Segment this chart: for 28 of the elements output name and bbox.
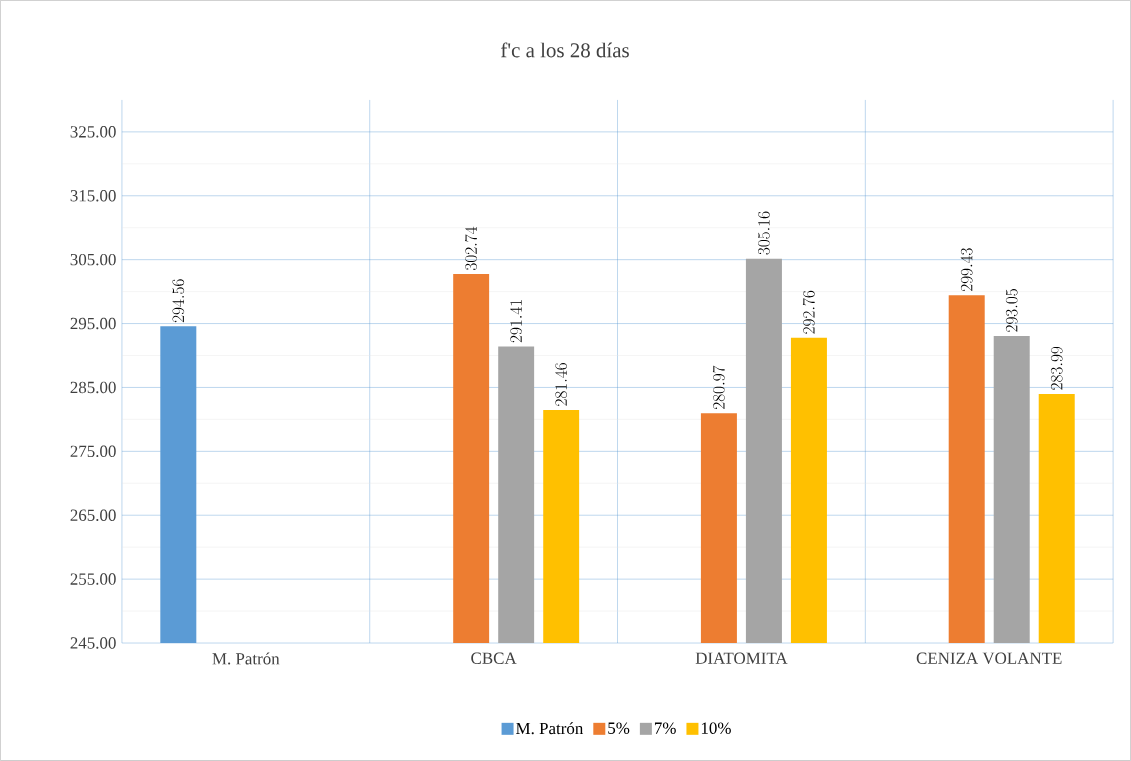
y-tick-label: 315.00: [70, 190, 116, 202]
y-tick-label: 295.00: [70, 317, 116, 330]
y-tick-label: 265.00: [70, 509, 116, 522]
x-tick-label: CENIZA VOLANTE: [916, 652, 1062, 665]
y-tick-label: 285.00: [70, 381, 116, 394]
x-tick-label: M. Patrón: [212, 652, 280, 665]
x-tick-label: CBCA: [471, 652, 517, 664]
chart-title: f'c a los 28 días: [501, 42, 629, 58]
y-tick-label: 245.00: [70, 637, 116, 649]
legend-label: 5%: [608, 722, 630, 734]
legend-label: M. Patrón: [516, 722, 584, 735]
data-label: 292.76: [802, 290, 815, 334]
y-tick-label: 305.00: [70, 253, 116, 266]
data-label: 283.99: [1050, 346, 1063, 390]
data-label: 299.43: [960, 248, 973, 292]
data-label: 302.74: [465, 226, 477, 271]
data-label: 293.05: [1005, 289, 1018, 332]
legend-label: 7%: [654, 722, 676, 734]
data-label: 305. 16: [758, 211, 770, 255]
y-tick-label: 275.00: [70, 445, 116, 458]
data-label: 281 .46: [555, 363, 567, 406]
y-tick-label: 325.00: [70, 126, 116, 138]
data-label: 294.56: [172, 279, 185, 323]
data-label: 280.97: [712, 365, 725, 409]
y-tick-label: 255.00: [70, 573, 116, 585]
x-tick-label: DIATOMITA: [695, 652, 788, 664]
legend-label: 10%: [701, 722, 731, 734]
data-label: 291 .41: [510, 300, 522, 343]
